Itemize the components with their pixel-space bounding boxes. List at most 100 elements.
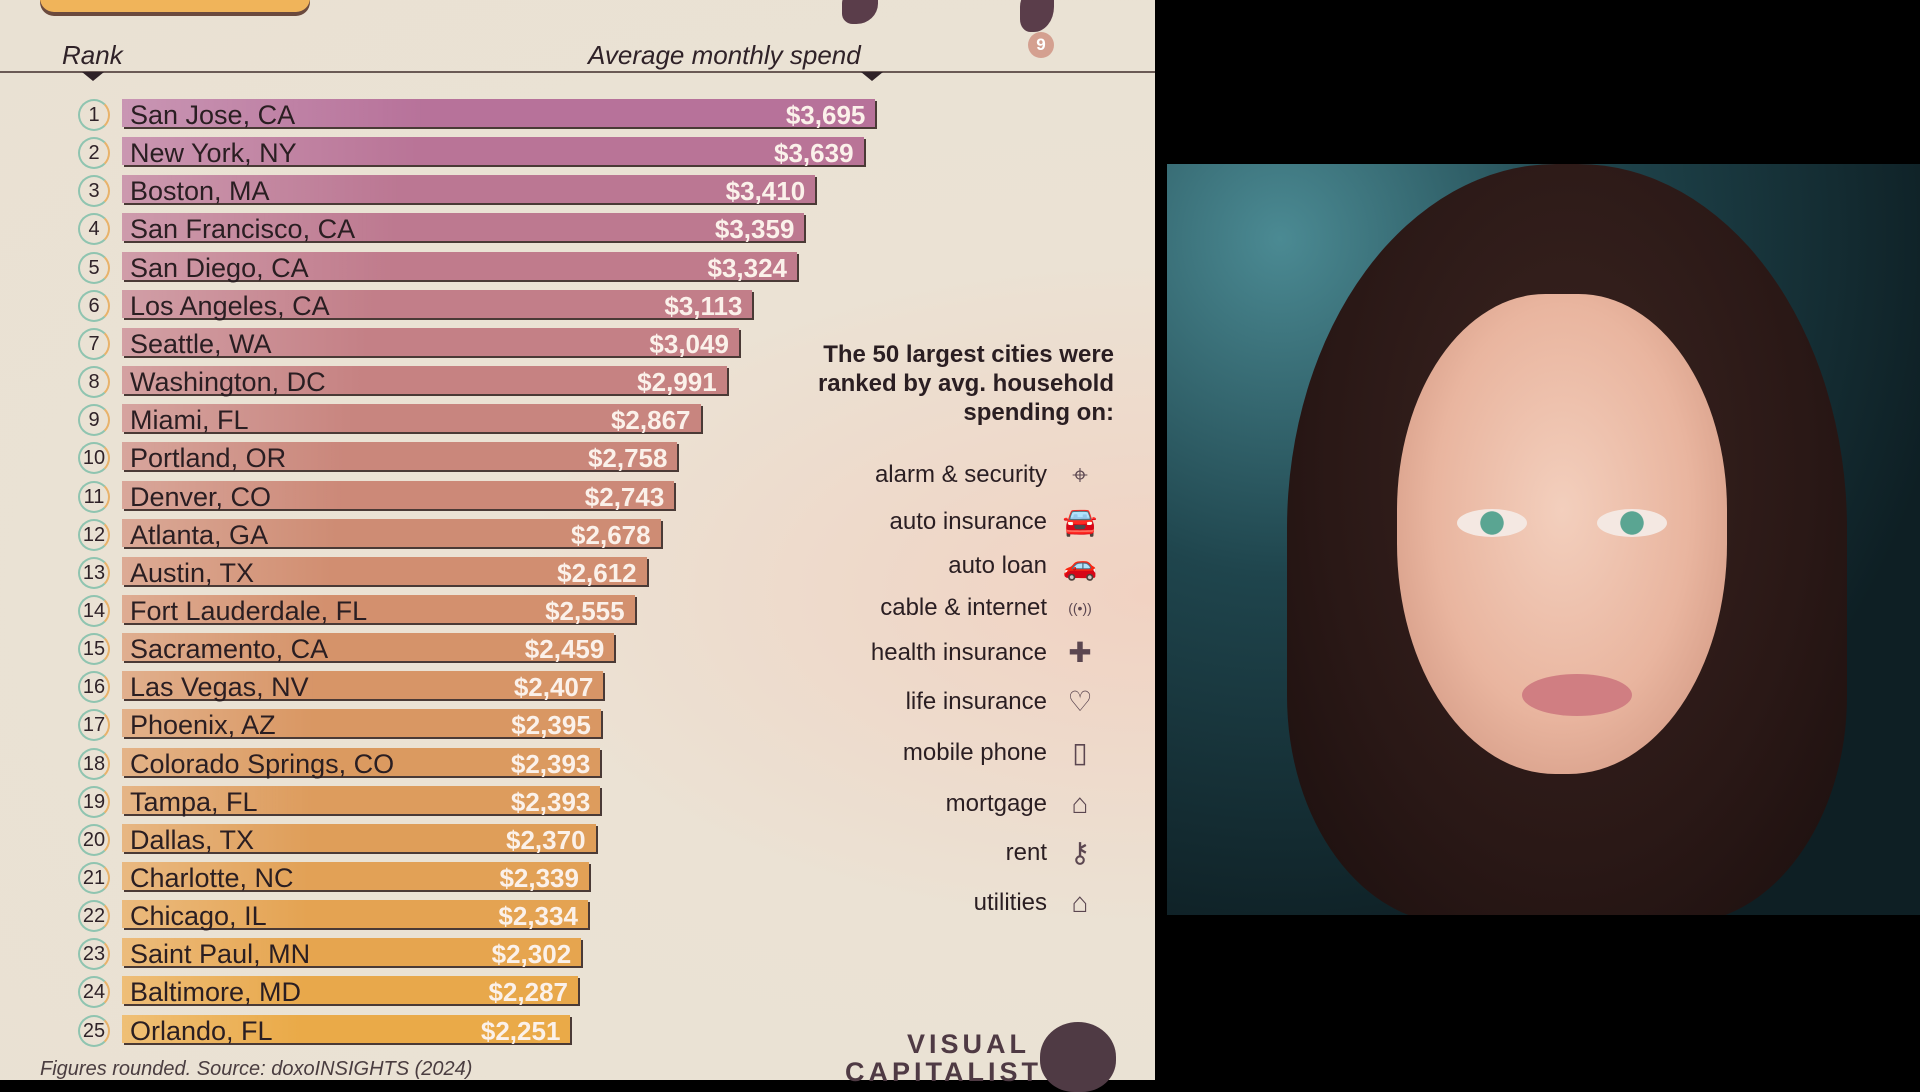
methodology-note: The 50 largest cities were ranked by avg… <box>817 341 1114 426</box>
map-badge: 9 <box>1028 32 1054 58</box>
bar-row: 16 Las Vegas, NV $2,407 <box>0 668 1155 706</box>
rank-badge: 15 <box>78 633 110 666</box>
wifi-icon: ((•)) <box>1068 600 1092 616</box>
bar-row: 11 Denver, CO $2,743 <box>0 478 1155 516</box>
city-label: Saint Paul, MN <box>130 939 311 970</box>
bar-row: 18 Colorado Springs, CO $2,393 <box>0 745 1155 783</box>
rank-badge: 9 <box>78 404 110 437</box>
bar <box>122 480 675 509</box>
legend-item: mobile phone <box>902 739 1047 766</box>
bar <box>122 594 635 623</box>
right-eye <box>1597 509 1667 537</box>
bar-row: 6 Los Angeles, CA $3,113 <box>0 287 1155 325</box>
map-fragment <box>842 0 878 24</box>
value-label: $2,370 <box>506 824 586 855</box>
bar <box>122 823 596 852</box>
rank-badge: 20 <box>78 823 110 856</box>
city-label: Charlotte, NC <box>130 863 294 893</box>
value-label: $2,334 <box>498 901 578 932</box>
header-divider <box>0 71 1155 73</box>
bar <box>122 900 588 929</box>
value-label: $3,695 <box>785 100 866 130</box>
bar-row: 5 San Diego, CA $3,324 <box>0 249 1155 287</box>
bar-row: 25 Orlando, FL $2,251 <box>0 1012 1155 1050</box>
bar-row: 17 Phoenix, AZ $2,395 <box>0 706 1155 744</box>
value-label: $2,287 <box>488 977 568 1008</box>
bar-row: 23 Saint Paul, MN $2,302 <box>0 935 1155 973</box>
bar <box>122 556 647 585</box>
value-label: $2,459 <box>524 634 605 665</box>
rank-pointer-icon <box>82 72 104 81</box>
value-label: $2,555 <box>545 595 625 626</box>
value-label: $2,867 <box>610 405 691 436</box>
bar-row: 8 Washington, DC $2,991 <box>0 363 1155 401</box>
rank-badge: 18 <box>78 747 110 780</box>
rank-badge: 5 <box>78 251 110 284</box>
value-label: $3,113 <box>664 290 743 321</box>
value-label: $2,758 <box>587 443 668 474</box>
rank-badge: 24 <box>78 976 110 1009</box>
city-label: Miami, FL <box>130 405 249 436</box>
city-label: San Jose, CA <box>130 100 296 130</box>
value-label: $2,393 <box>510 748 591 779</box>
rank-badge: 10 <box>78 442 110 475</box>
left-eye <box>1457 509 1527 537</box>
house-utilities-icon: ⌂ <box>1071 887 1089 918</box>
rank-badge: 16 <box>78 671 110 704</box>
city-label: Orlando, FL <box>130 1015 273 1046</box>
city-label: Fort Lauderdale, FL <box>130 595 368 626</box>
city-label: Chicago, IL <box>130 901 267 932</box>
logo-mark-icon <box>1040 1022 1116 1092</box>
value-label: $2,991 <box>637 367 717 398</box>
city-label: Dallas, TX <box>130 824 255 855</box>
bar <box>122 404 701 433</box>
city-label: Baltimore, MD <box>130 977 302 1008</box>
map-fragment <box>1020 0 1054 32</box>
legend-item: auto insurance <box>889 508 1047 535</box>
rank-badge: 12 <box>78 518 110 551</box>
rank-badge: 4 <box>78 213 110 246</box>
bar <box>122 251 798 280</box>
value-label: $2,251 <box>480 1015 561 1046</box>
rank-badge: 14 <box>78 594 110 627</box>
bar <box>122 175 816 204</box>
city-label: Colorado Springs, CO <box>130 748 395 779</box>
rank-badge: 17 <box>78 709 110 742</box>
rank-badge: 25 <box>78 1014 110 1047</box>
city-label: Sacramento, CA <box>130 634 329 665</box>
city-label: Portland, OR <box>130 443 287 474</box>
bar <box>122 709 601 738</box>
bar <box>122 289 753 318</box>
logo-text: VISUAL CAPITALIST <box>845 1029 1042 1087</box>
house-percent-icon: ⌂ <box>1071 788 1089 819</box>
infographic-panel: 9 Rank Average monthly spend 1 San Jose,… <box>0 0 1155 1092</box>
bar-row: 9 Miami, FL $2,867 <box>0 401 1155 439</box>
bar <box>122 518 661 547</box>
bar-row: 1 San Jose, CA $3,695 <box>0 96 1155 134</box>
bar-row: 10 Portland, OR $2,758 <box>0 439 1155 477</box>
rank-badge: 11 <box>78 480 110 513</box>
bar-row: 2 New York, NY $3,639 <box>0 134 1155 172</box>
city-label: Boston, MA <box>130 176 270 207</box>
rank-badge: 6 <box>78 289 110 322</box>
legend-item: utilities <box>973 889 1047 916</box>
bar <box>122 671 604 700</box>
bar <box>122 938 582 967</box>
city-label: San Francisco, CA <box>130 214 356 245</box>
bar-row: 20 Dallas, TX $2,370 <box>0 821 1155 859</box>
legend-item: life insurance <box>905 688 1047 715</box>
spend-header: Average monthly spend <box>588 40 861 70</box>
value-label: $2,393 <box>510 786 591 817</box>
rank-badge: 21 <box>78 862 110 894</box>
city-label: Phoenix, AZ <box>130 710 276 741</box>
bar <box>122 976 578 1005</box>
keys-icon: ⚷ <box>1069 837 1091 868</box>
rank-badge: 2 <box>78 137 110 170</box>
bar <box>122 366 727 395</box>
rank-badge: 19 <box>78 785 110 818</box>
city-label: San Diego, CA <box>130 252 309 283</box>
title-fragment <box>40 0 310 12</box>
rank-badge: 1 <box>78 99 110 131</box>
bar <box>122 1014 571 1043</box>
value-label: $2,395 <box>511 710 591 741</box>
